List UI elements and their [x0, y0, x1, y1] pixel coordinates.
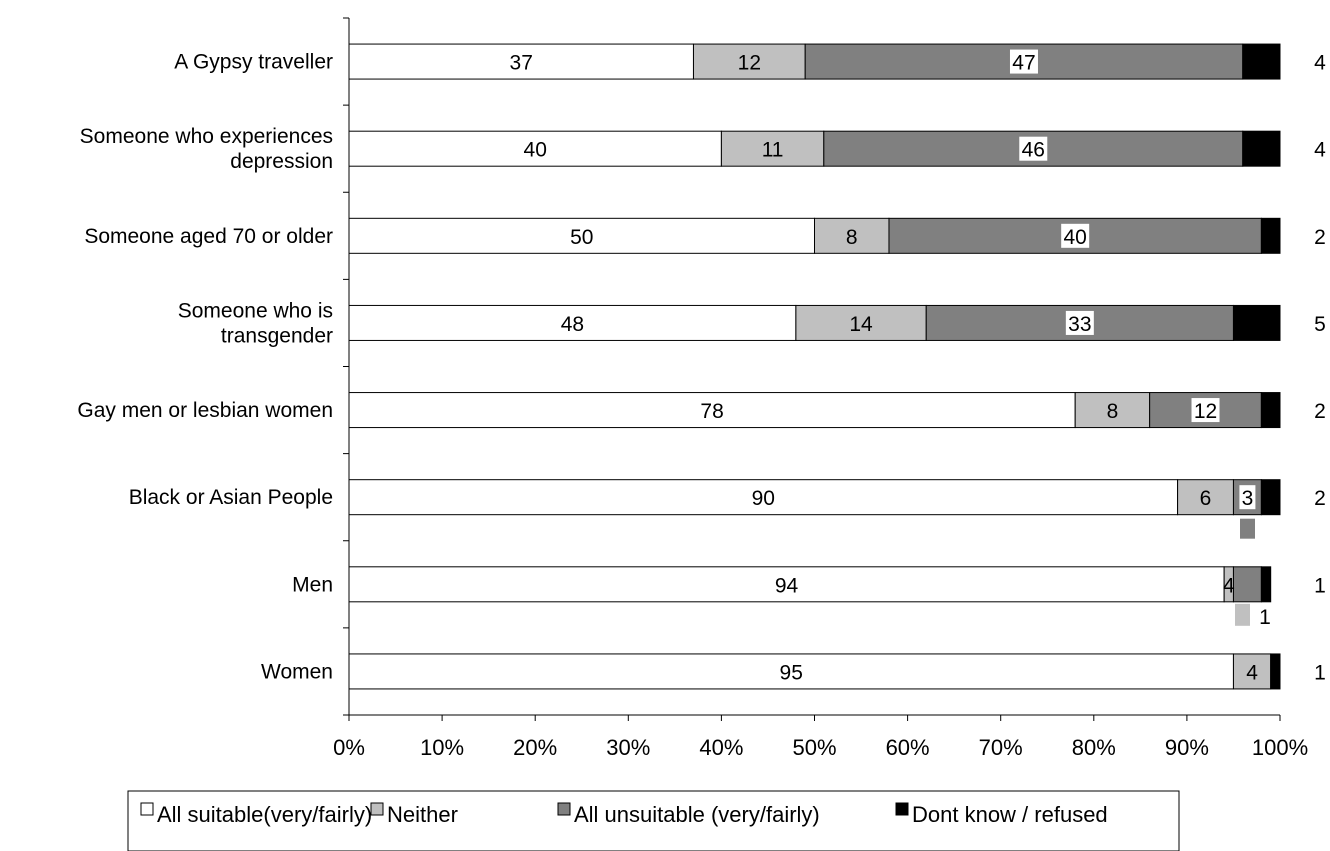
bar-segment — [814, 217, 890, 254]
bar-segment — [1260, 217, 1281, 254]
data-label-outside: 5 — [1314, 313, 1326, 336]
bar-segment — [1074, 392, 1151, 429]
bar-segment — [1242, 43, 1281, 80]
x-tick-label: 80% — [1072, 735, 1116, 760]
data-label: 94 — [775, 574, 799, 597]
data-label-outside: 1 — [1314, 574, 1326, 597]
data-label: 8 — [846, 226, 858, 249]
x-tick-label: 20% — [513, 735, 557, 760]
legend-label: Neither — [387, 802, 458, 827]
data-label-outside: 1 — [1314, 661, 1326, 684]
data-label-outside: 2 — [1314, 487, 1326, 510]
chart-axes: 0% 10% 20% 30% 40% 50% 60% 70% 80% 90% 100% — [333, 17, 1308, 760]
data-label: 40 — [1064, 226, 1087, 249]
bar-segment — [692, 43, 806, 80]
bar-segment — [1260, 566, 1272, 603]
x-tick-label: 0% — [333, 735, 365, 760]
legend-swatch — [557, 802, 571, 816]
data-label: 8 — [1107, 400, 1119, 423]
data-label-outside: 4 — [1314, 52, 1326, 75]
bar-segment — [348, 130, 722, 167]
data-label: 48 — [561, 313, 584, 336]
legend-label: All suitable(very/fairly) — [157, 802, 372, 827]
data-label-outside: 4 — [1314, 139, 1326, 162]
data-label-outside: 2 — [1314, 400, 1326, 423]
bar-segment — [348, 566, 1225, 603]
data-label: 12 — [738, 52, 761, 75]
legend-swatch — [370, 802, 384, 816]
x-tick-label: 40% — [699, 735, 743, 760]
category-label: Someone who experiences — [80, 125, 333, 148]
bar-segment — [1232, 566, 1262, 603]
data-label: 3 — [1242, 487, 1254, 510]
legend-swatch — [140, 802, 154, 816]
category-label: transgender — [221, 324, 333, 347]
bar-segment — [1260, 392, 1281, 429]
x-tick-label: 70% — [979, 735, 1023, 760]
data-label-background — [1009, 49, 1038, 74]
category-label: Men — [292, 573, 333, 596]
label-leader-box — [1240, 518, 1255, 539]
data-label-below: 1 — [1259, 606, 1271, 629]
data-label: 95 — [780, 661, 803, 684]
data-label: 33 — [1068, 313, 1091, 336]
data-label-background — [1065, 310, 1094, 335]
bar-segment — [1242, 130, 1281, 167]
x-tick-label: 60% — [886, 735, 930, 760]
data-label: 14 — [849, 313, 873, 336]
data-label: 90 — [752, 487, 775, 510]
data-label: 11 — [762, 139, 784, 162]
data-label: 47 — [1012, 52, 1035, 75]
legend-swatch — [895, 802, 909, 816]
bar-segment — [348, 217, 815, 254]
data-label-outside: 2 — [1314, 226, 1326, 249]
bar-segment — [1232, 304, 1281, 341]
x-tick-label: 30% — [606, 735, 650, 760]
label-leader-box — [1235, 603, 1250, 626]
data-label-background — [1191, 398, 1220, 423]
data-label: 78 — [700, 400, 723, 423]
legend-label: All unsuitable (very/fairly) — [574, 802, 820, 827]
x-tick-label: 90% — [1165, 735, 1209, 760]
category-label: Someone aged 70 or older — [84, 225, 333, 248]
data-label: 46 — [1022, 139, 1045, 162]
data-label-background — [1019, 136, 1048, 161]
chart-bars — [348, 43, 1281, 690]
data-label: 12 — [1194, 400, 1217, 423]
bar-segment — [348, 304, 797, 341]
data-label: 37 — [510, 52, 533, 75]
data-label-background — [1061, 223, 1090, 248]
category-label: Gay men or lesbian women — [77, 399, 333, 422]
category-label: depression — [230, 150, 333, 173]
category-label: Women — [261, 660, 333, 683]
category-label: A Gypsy traveller — [174, 51, 333, 74]
data-label: 4 — [1223, 574, 1235, 597]
data-label: 4 — [1246, 661, 1258, 684]
data-label: 50 — [570, 226, 593, 249]
data-label-background — [1239, 485, 1256, 510]
bar-segment — [720, 130, 825, 167]
bar-segment — [348, 479, 1179, 516]
bar-segment — [1270, 653, 1281, 690]
bar-segment — [1232, 653, 1272, 690]
data-label: 6 — [1200, 487, 1212, 510]
category-label: Black or Asian People — [129, 486, 333, 509]
x-tick-label: 100% — [1252, 735, 1308, 760]
chart-legend: All suitable(very/fairly) Neither All unsu… — [127, 790, 1180, 851]
bar-segment — [1260, 479, 1281, 516]
legend-box — [127, 790, 1180, 851]
category-label: Someone who is — [178, 299, 333, 322]
x-tick-label: 10% — [420, 735, 464, 760]
data-label: 40 — [524, 139, 547, 162]
bar-segment — [348, 392, 1076, 429]
bar-segment — [348, 43, 694, 80]
legend-label: Dont know / refused — [912, 802, 1108, 827]
x-tick-label: 50% — [792, 735, 836, 760]
